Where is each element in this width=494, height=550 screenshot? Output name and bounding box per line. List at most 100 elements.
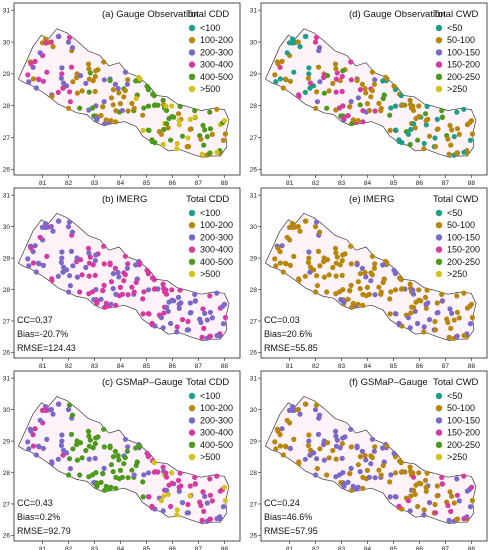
station-point	[359, 448, 365, 454]
station-point	[175, 294, 182, 300]
map-panel-b: 26 27 28 29 30 31 81 82 83 84 85 86 87 88 (b) IMERG Tot…	[3, 187, 241, 370]
station-point	[85, 428, 92, 434]
station-point	[290, 40, 296, 46]
station-point	[131, 472, 137, 478]
legend-swatch	[435, 85, 443, 93]
station-point	[93, 115, 99, 121]
legend-swatch	[188, 61, 196, 68]
station-point	[432, 143, 439, 150]
station-point	[313, 34, 320, 41]
legend-label: 100-150	[447, 415, 480, 425]
station-point	[348, 426, 354, 432]
station-point	[161, 126, 167, 133]
station-point	[295, 406, 301, 413]
legend-swatch	[188, 73, 196, 81]
country-outline	[17, 28, 230, 158]
station-point	[355, 484, 361, 490]
station-point	[275, 245, 281, 251]
legend-label: <100	[200, 391, 220, 401]
station-point	[280, 269, 286, 275]
station-point	[113, 485, 119, 491]
station-point	[449, 127, 455, 133]
legend-label: >250	[447, 84, 467, 94]
station-point	[108, 484, 114, 490]
station-point	[44, 253, 50, 259]
station-point	[59, 249, 65, 255]
station-point	[355, 462, 361, 468]
station-point	[179, 133, 186, 139]
station-point	[305, 75, 311, 81]
station-point	[202, 310, 208, 316]
station-point	[86, 443, 92, 449]
station-point	[175, 477, 182, 483]
station-point	[121, 461, 127, 467]
station-point	[372, 261, 378, 267]
station-point	[202, 493, 208, 499]
station-point	[392, 470, 399, 476]
station-point	[297, 228, 303, 234]
station-point	[87, 70, 93, 76]
station-point	[110, 469, 116, 475]
station-point	[214, 516, 220, 522]
station-point	[449, 493, 455, 499]
legend-label: 400-500	[200, 440, 233, 450]
station-point	[393, 494, 399, 500]
station-point	[200, 306, 206, 312]
station-point	[280, 452, 286, 458]
station-point	[392, 103, 399, 109]
station-point	[290, 224, 296, 231]
legend-title: Total CWD	[433, 377, 479, 388]
station-point	[415, 503, 421, 510]
station-point	[277, 443, 283, 449]
station-point	[77, 472, 83, 478]
station-point	[372, 475, 378, 481]
station-point	[64, 267, 70, 273]
station-point	[334, 254, 340, 260]
station-point	[176, 488, 182, 494]
station-point	[407, 281, 413, 287]
station-point	[92, 258, 98, 264]
station-point	[169, 480, 175, 486]
station-point	[387, 296, 393, 302]
station-point	[69, 229, 76, 235]
legend-label: 200-300	[200, 47, 233, 57]
station-point	[25, 439, 31, 445]
station-point	[174, 329, 180, 335]
station-point	[146, 311, 152, 317]
country-outline	[264, 213, 477, 341]
station-point	[113, 119, 119, 125]
station-point	[28, 428, 34, 434]
station-point	[160, 325, 166, 331]
station-point	[467, 504, 473, 510]
station-point	[416, 470, 422, 476]
station-point	[108, 279, 114, 285]
station-point	[43, 36, 49, 42]
station-point	[129, 284, 135, 290]
y-tick-label: 28	[3, 287, 11, 294]
station-point	[315, 64, 322, 70]
station-point	[369, 455, 375, 461]
station-point	[32, 58, 38, 64]
station-point	[272, 72, 278, 78]
station-point	[144, 267, 150, 273]
station-point	[48, 406, 54, 413]
station-point	[306, 255, 312, 261]
station-point	[366, 474, 372, 480]
station-point	[317, 263, 323, 269]
legend-label: 50-100	[447, 220, 475, 230]
legend-swatch	[435, 209, 443, 217]
station-point	[214, 149, 220, 155]
station-point	[388, 472, 394, 478]
x-tick-label: 81	[39, 363, 47, 370]
station-point	[333, 433, 339, 439]
station-point	[93, 482, 99, 488]
station-point	[284, 234, 290, 240]
station-point	[348, 282, 354, 288]
station-point	[160, 508, 166, 514]
station-point	[321, 457, 327, 463]
station-point	[461, 290, 467, 296]
legend-swatch	[188, 246, 196, 253]
station-point	[362, 453, 368, 459]
station-point	[407, 141, 413, 148]
station-point	[314, 273, 320, 279]
